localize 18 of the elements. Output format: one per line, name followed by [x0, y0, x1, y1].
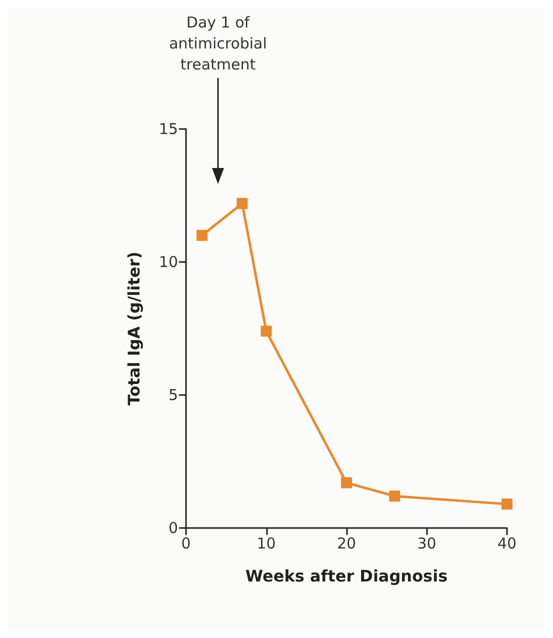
y-axis-title: Total IgA (g/liter)	[124, 252, 144, 406]
point	[389, 490, 400, 502]
x-tick-label: 40	[497, 534, 517, 552]
y-tick-label: 0	[168, 519, 178, 537]
x-tick-label: 10	[256, 534, 276, 552]
y-tick-label: 5	[168, 386, 178, 404]
point	[236, 198, 248, 209]
text: Day 1 of antimicrobial treatment	[169, 14, 267, 74]
x-tick-label: 0	[181, 534, 191, 552]
y-tick-label: 15	[158, 120, 178, 138]
y-tick-label: 10	[158, 253, 178, 271]
point	[196, 230, 208, 241]
point	[502, 498, 512, 510]
x-tick-label: 20	[336, 534, 356, 552]
x-axis-title: Weeks after Diagnosis	[245, 566, 448, 586]
point	[260, 326, 272, 337]
point	[341, 477, 352, 488]
x-tick-label: 30	[417, 534, 436, 552]
